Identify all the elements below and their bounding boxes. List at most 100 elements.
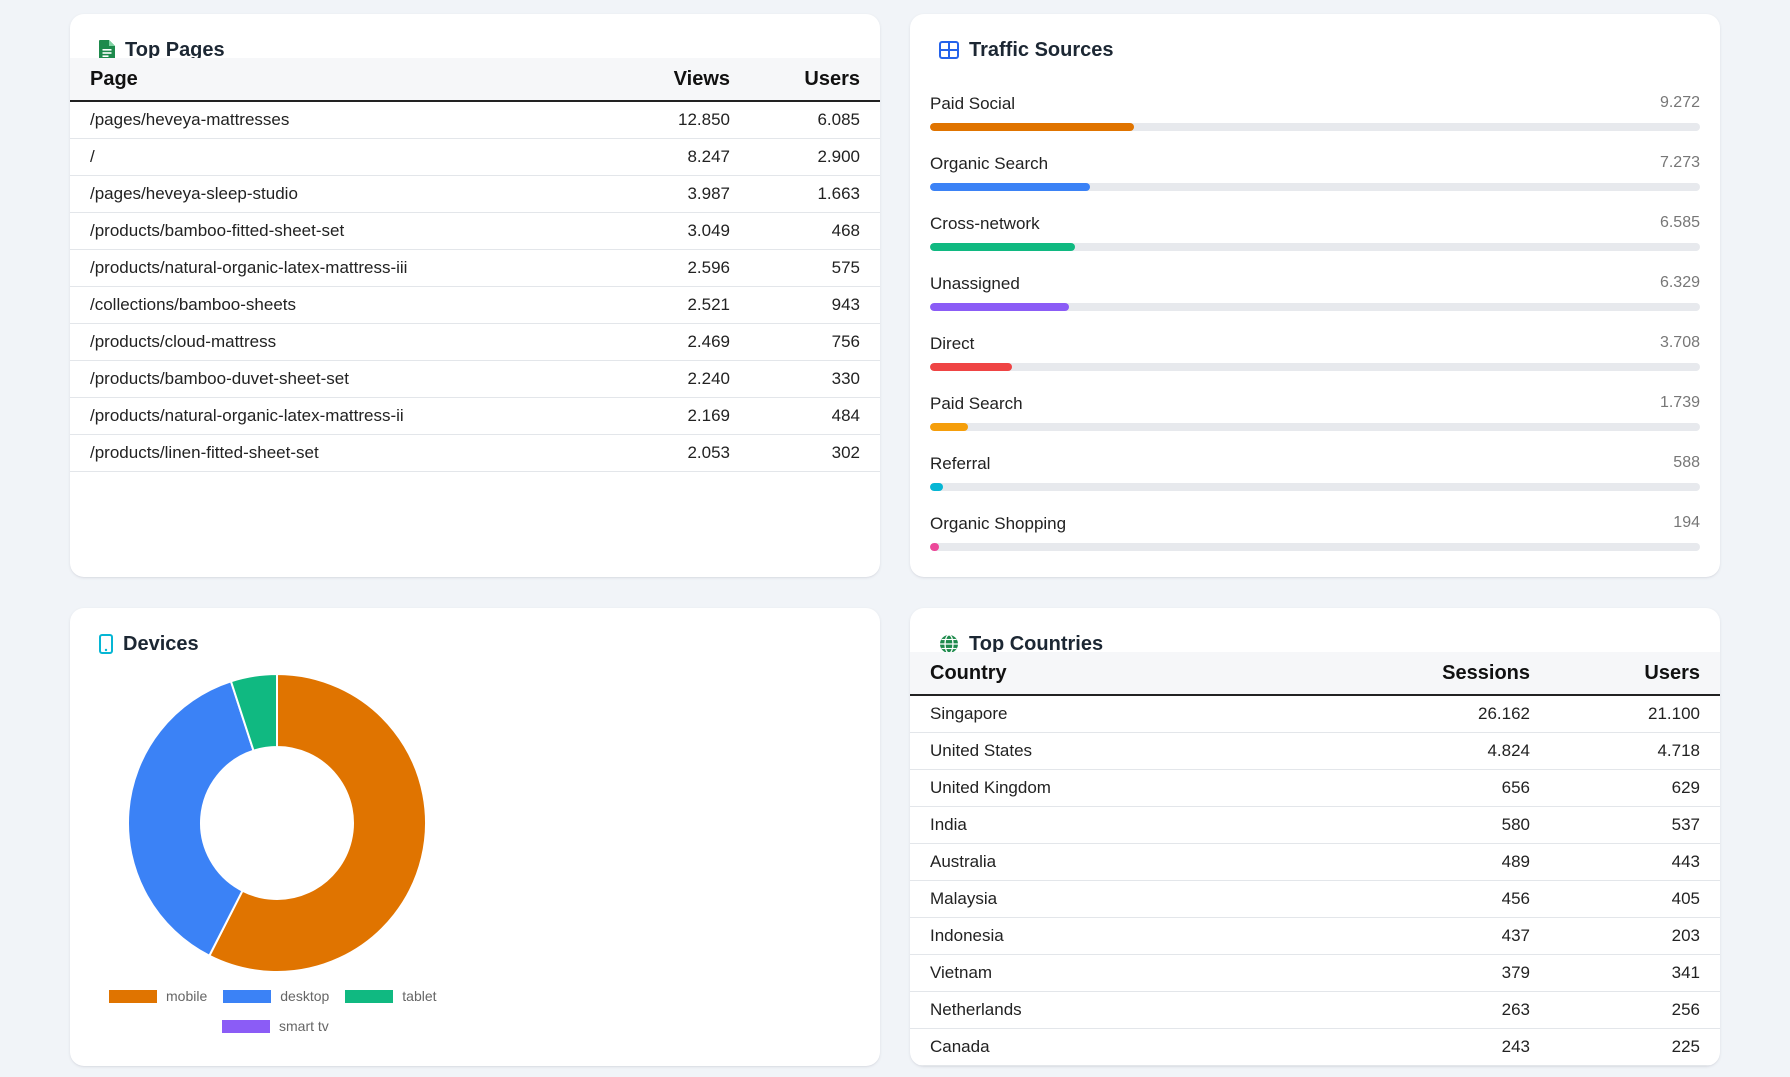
devices-title: Devices — [123, 632, 199, 655]
page-path-cell[interactable]: /products/linen-fitted-sheet-set — [70, 434, 620, 472]
country-cell: Australia — [910, 843, 1380, 881]
views-cell: 2.596 — [620, 249, 750, 287]
table-row[interactable]: Canada 243 225 — [910, 1028, 1720, 1066]
table-row[interactable]: Singapore 26.162 21.100 — [910, 695, 1720, 733]
table-row[interactable]: Netherlands 263 256 — [910, 991, 1720, 1029]
table-header-row: Country Sessions Users — [910, 652, 1720, 696]
users-cell: 575 — [750, 249, 880, 287]
page-path-cell[interactable]: /products/cloud-mattress — [70, 323, 620, 361]
country-cell: Indonesia — [910, 917, 1380, 955]
views-cell: 2.240 — [620, 360, 750, 398]
traffic-source-value: 3.708 — [1659, 334, 1700, 351]
column-header-views[interactable]: Views — [620, 58, 750, 102]
sessions-cell: 379 — [1380, 954, 1550, 992]
users-cell: 2.900 — [750, 138, 880, 176]
page-path-cell[interactable]: /pages/heveya-mattresses — [70, 101, 620, 139]
sessions-cell: 580 — [1380, 806, 1550, 844]
users-cell: 256 — [1550, 991, 1720, 1029]
table-row[interactable]: /products/cloud-mattress 2.469 756 — [70, 323, 880, 361]
views-cell: 2.169 — [620, 397, 750, 435]
page-path-cell[interactable]: / — [70, 138, 620, 176]
table-row[interactable]: /products/bamboo-duvet-sheet-set 2.240 330 — [70, 360, 880, 398]
page-path-cell[interactable]: /products/bamboo-fitted-sheet-set — [70, 212, 620, 250]
table-row[interactable]: United States 4.824 4.718 — [910, 732, 1720, 770]
top-countries-header: Top Countries — [939, 628, 1103, 660]
traffic-source-bar-fill — [930, 543, 940, 551]
traffic-source-item: Organic Shopping 194 — [930, 508, 1700, 568]
views-cell: 2.521 — [620, 286, 750, 324]
devices-legend-row-2: smart tv — [222, 1018, 329, 1034]
donut-slice-desktop[interactable] — [127, 680, 255, 958]
table-row[interactable]: Australia 489 443 — [910, 843, 1720, 881]
traffic-source-bar-fill — [930, 363, 1012, 371]
legend-item-smart-tv[interactable]: smart tv — [222, 1018, 329, 1034]
globe-icon — [939, 634, 959, 654]
top-pages-table: Page Views Users /pages/heveya-mattresse… — [70, 58, 880, 472]
traffic-sources-card: Traffic Sources Paid Social 9.272 Organic … — [910, 14, 1720, 577]
devices-card: Devices mobile desktop tablet smart tv — [70, 608, 880, 1066]
traffic-source-value: 9.272 — [1659, 94, 1700, 111]
country-cell: Netherlands — [910, 991, 1380, 1029]
table-row[interactable]: /pages/heveya-sleep-studio 3.987 1.663 — [70, 175, 880, 213]
top-pages-header: Top Pages — [99, 34, 225, 66]
users-cell: 468 — [750, 212, 880, 250]
table-row[interactable]: Indonesia 437 203 — [910, 917, 1720, 955]
table-row[interactable]: Vietnam 379 341 — [910, 954, 1720, 992]
table-row[interactable]: /products/linen-fitted-sheet-set 2.053 302 — [70, 434, 880, 472]
traffic-source-label: Cross-network — [930, 214, 1040, 233]
table-row[interactable]: /products/natural-organic-latex-mattress… — [70, 397, 880, 435]
traffic-source-bar-track — [930, 543, 1700, 551]
column-header-sessions[interactable]: Sessions — [1380, 652, 1550, 696]
page-path-cell[interactable]: /pages/heveya-sleep-studio — [70, 175, 620, 213]
column-header-page[interactable]: Page — [70, 58, 620, 102]
column-header-users[interactable]: Users — [750, 58, 880, 102]
traffic-source-bar-fill — [930, 423, 969, 431]
sessions-cell: 4.824 — [1380, 732, 1550, 770]
page-path-cell[interactable]: /collections/bamboo-sheets — [70, 286, 620, 324]
page-path-cell[interactable]: /products/natural-organic-latex-mattress… — [70, 249, 620, 287]
table-row[interactable]: /collections/bamboo-sheets 2.521 943 — [70, 286, 880, 324]
sessions-cell: 656 — [1380, 769, 1550, 807]
traffic-source-bar-track — [930, 183, 1700, 191]
column-header-country[interactable]: Country — [910, 652, 1380, 696]
country-cell: India — [910, 806, 1380, 844]
traffic-source-value: 6.585 — [1659, 214, 1700, 231]
traffic-source-value: 6.329 — [1659, 274, 1700, 291]
users-cell: 943 — [750, 286, 880, 324]
legend-label: smart tv — [279, 1018, 329, 1034]
table-row[interactable]: India 580 537 — [910, 806, 1720, 844]
traffic-source-bar-track — [930, 303, 1700, 311]
users-cell: 302 — [750, 434, 880, 472]
column-header-users[interactable]: Users — [1550, 652, 1720, 696]
legend-item-desktop[interactable]: desktop — [223, 988, 329, 1004]
page-path-cell[interactable]: /products/bamboo-duvet-sheet-set — [70, 360, 620, 398]
traffic-source-bar-track — [930, 243, 1700, 251]
donut-slice-mobile[interactable] — [208, 672, 427, 973]
table-row[interactable]: Malaysia 456 405 — [910, 880, 1720, 918]
legend-item-mobile[interactable]: mobile — [109, 988, 207, 1004]
views-cell: 2.469 — [620, 323, 750, 361]
top-countries-table: Country Sessions Users Singapore 26.162 21… — [910, 652, 1720, 1066]
traffic-source-label: Unassigned — [930, 274, 1020, 293]
legend-item-tablet[interactable]: tablet — [345, 988, 437, 1004]
traffic-source-bar-fill — [930, 183, 1090, 191]
traffic-source-value: 194 — [1673, 514, 1700, 531]
table-row[interactable]: /products/natural-organic-latex-mattress… — [70, 249, 880, 287]
table-row[interactable]: /pages/heveya-mattresses 12.850 6.085 — [70, 101, 880, 139]
page-path-cell[interactable]: /products/natural-organic-latex-mattress… — [70, 397, 620, 435]
country-cell: Vietnam — [910, 954, 1380, 992]
donut-slice-tablet[interactable] — [229, 672, 278, 752]
table-row[interactable]: /8.247 2.900 — [70, 138, 880, 176]
country-cell: Malaysia — [910, 880, 1380, 918]
users-cell: 443 — [1550, 843, 1720, 881]
table-row[interactable]: /products/bamboo-fitted-sheet-set 3.049 46… — [70, 212, 880, 250]
views-cell: 3.049 — [620, 212, 750, 250]
top-countries-title: Top Countries — [969, 632, 1104, 655]
traffic-source-bar-track — [930, 423, 1700, 431]
legend-swatch — [223, 989, 272, 1003]
traffic-sources-list: Paid Social 9.272 Organic Search 7.273 Cross… — [930, 88, 1700, 568]
top-pages-title: Top Pages — [125, 38, 225, 61]
table-row[interactable]: United Kingdom 656 629 — [910, 769, 1720, 807]
traffic-source-label: Organic Shopping — [930, 514, 1067, 533]
views-cell: 8.247 — [620, 138, 750, 176]
